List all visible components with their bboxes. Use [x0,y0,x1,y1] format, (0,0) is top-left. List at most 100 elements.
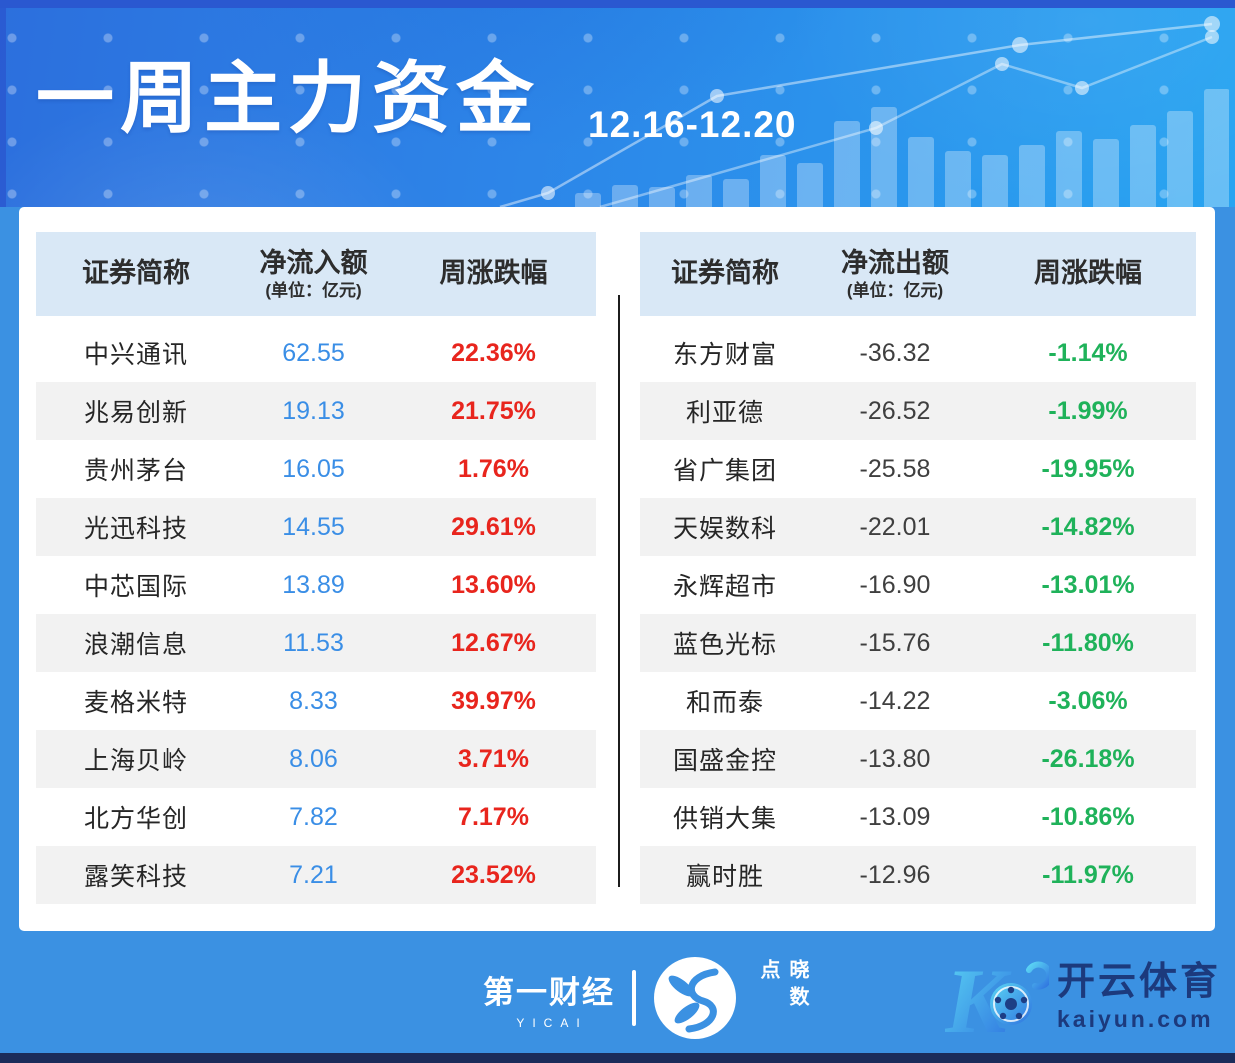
flow-amount: -26.52 [859,396,931,425]
flow-amount: -22.01 [859,512,931,541]
decorative-bar [760,155,786,207]
stock-name: 和而泰 [685,689,764,717]
table-row: 赢时胜 -12.96 -11.97% [640,846,1196,904]
stock-name: 贵州茅台 [83,457,188,485]
stock-name: 永辉超市 [672,573,777,601]
inflow-table-rows: 中兴通讯 62.55 22.36% 兆易创新 19.13 21.75% 贵州茅台 16.05 1… [36,324,596,904]
decorative-bar [649,187,675,207]
table-divider [618,295,620,887]
data-card: 证券简称 净流入额 (单位：亿元) 周涨跌幅 中兴通讯 62.55 22.36% 兆易… [19,207,1215,931]
stock-name: 露笑科技 [83,863,188,891]
stock-name: 北方华创 [83,805,188,833]
kaiyun-logo-icon: K [945,952,1049,1044]
column-header-net-inflow: 净流入额 (单位：亿元) [236,248,391,301]
footer-brand-group: 第一财经 YICAI 晓数点 [483,956,812,1040]
flow-amount: -14.22 [859,686,931,715]
weekly-change: 7.17% [458,802,529,831]
weekly-change: -26.18% [1041,744,1135,773]
weekly-change: 13.60% [451,570,536,599]
stock-name: 国盛金控 [672,747,777,775]
outflow-table-header: 证券简称 净流出额 (单位：亿元) 周涨跌幅 [640,232,1196,316]
stock-name: 天娱数科 [672,515,777,543]
table-row: 光迅科技 14.55 29.61% [36,498,596,556]
flow-amount: 62.55 [282,338,345,367]
left-border-strip [0,0,6,207]
stock-name: 中兴通讯 [83,341,188,369]
weekly-change: 23.52% [451,860,536,889]
table-row: 蓝色光标 -15.76 -11.80% [640,614,1196,672]
flow-amount: 7.82 [289,802,338,831]
flow-amount: -13.80 [859,744,931,773]
decorative-bar [908,137,934,207]
table-row: 上海贝岭 8.06 3.71% [36,730,596,788]
decorative-bar [1093,139,1119,207]
decorative-bar [686,175,712,207]
decorative-bar [1204,89,1229,207]
flow-amount: 8.33 [289,686,338,715]
stock-name: 上海贝岭 [83,747,188,775]
weekly-change: 12.67% [451,628,536,657]
decorative-bar [982,155,1008,207]
table-row: 永辉超市 -16.90 -13.01% [640,556,1196,614]
date-range: 12.16-12.20 [588,104,797,145]
stock-name: 浪潮信息 [83,631,188,659]
column-header-unit: (单位：亿元) [846,280,944,300]
stock-name: 麦格米特 [83,689,188,717]
weekly-change: 29.61% [451,512,536,541]
flow-amount: 7.21 [289,860,338,889]
flow-amount: 8.06 [289,744,338,773]
kaiyun-domain: kaiyun.com [1056,1006,1214,1032]
decorative-bar [797,163,823,207]
table-row: 浪潮信息 11.53 12.67% [36,614,596,672]
hero-banner: 一周主力资金 12.16-12.20 [0,0,1235,207]
weekly-change: -11.97% [1042,860,1134,889]
stock-name: 赢时胜 [685,863,764,891]
bottom-border-strip [0,1053,1235,1063]
flow-amount: -12.96 [859,860,931,889]
flow-amount: -36.32 [859,338,931,367]
inflow-table-header: 证券简称 净流入额 (单位：亿元) 周涨跌幅 [36,232,596,316]
xiaoshudian-logo-icon [654,957,736,1039]
xiaoshudian-logo-text: 晓数点 [757,959,808,1013]
kaiyun-logo: K 开云体育 kaiyun.com [945,952,1221,1044]
column-header-weekly-change: 周涨跌幅 [1034,258,1142,289]
flow-amount: -15.76 [859,628,931,657]
top-border-strip [0,0,1235,8]
column-header-net-inflow-label: 净流入额 [259,247,368,278]
page-title: 一周主力资金 [36,54,541,142]
stock-name: 中芯国际 [83,573,188,601]
weekly-change: -1.99% [1048,396,1128,425]
kaiyun-logo-textblock: 开云体育 kaiyun.com [1057,963,1221,1033]
weekly-change: -14.82% [1041,512,1135,541]
footer-divider-bar [632,970,636,1026]
stock-name: 光迅科技 [83,515,188,543]
table-row: 贵州茅台 16.05 1.76% [36,440,596,498]
weekly-change: 3.71% [458,744,529,773]
table-row: 中兴通讯 62.55 22.36% [36,324,596,382]
bar-chart-decoration [575,47,1229,207]
outflow-table-rows: 东方财富 -36.32 -1.14% 利亚德 -26.52 -1.99% 省广集团 -25.5… [640,324,1196,904]
decorative-bar [834,121,860,207]
stock-name: 利亚德 [685,399,764,427]
stock-name: 供销大集 [672,805,777,833]
column-header-weekly-change: 周涨跌幅 [439,258,548,289]
table-row: 露笑科技 7.21 23.52% [36,846,596,904]
weekly-change: -13.01% [1041,570,1135,599]
decorative-bar [1167,111,1193,207]
stock-name: 省广集团 [672,457,777,485]
column-header-net-outflow: 净流出额 (单位：亿元) [810,248,980,301]
decorative-bar [1056,131,1082,207]
decorative-bar [723,179,749,207]
column-header-stock-name: 证券简称 [82,258,190,289]
flow-amount: 11.53 [283,628,344,657]
weekly-change: -11.80% [1042,628,1134,657]
stock-name: 兆易创新 [83,399,188,427]
decorative-bar [945,151,971,207]
yicai-logo-subtext: YICAI [516,1015,588,1030]
outflow-table: 证券简称 净流出额 (单位：亿元) 周涨跌幅 东方财富 -36.32 -1.14% 利… [640,232,1196,904]
inflow-table: 证券简称 净流入额 (单位：亿元) 周涨跌幅 中兴通讯 62.55 22.36% 兆易… [36,232,596,904]
table-row: 和而泰 -14.22 -3.06% [640,672,1196,730]
weekly-change: 22.36% [451,338,536,367]
decorative-bar [1130,125,1156,207]
flow-amount: 19.13 [282,396,345,425]
